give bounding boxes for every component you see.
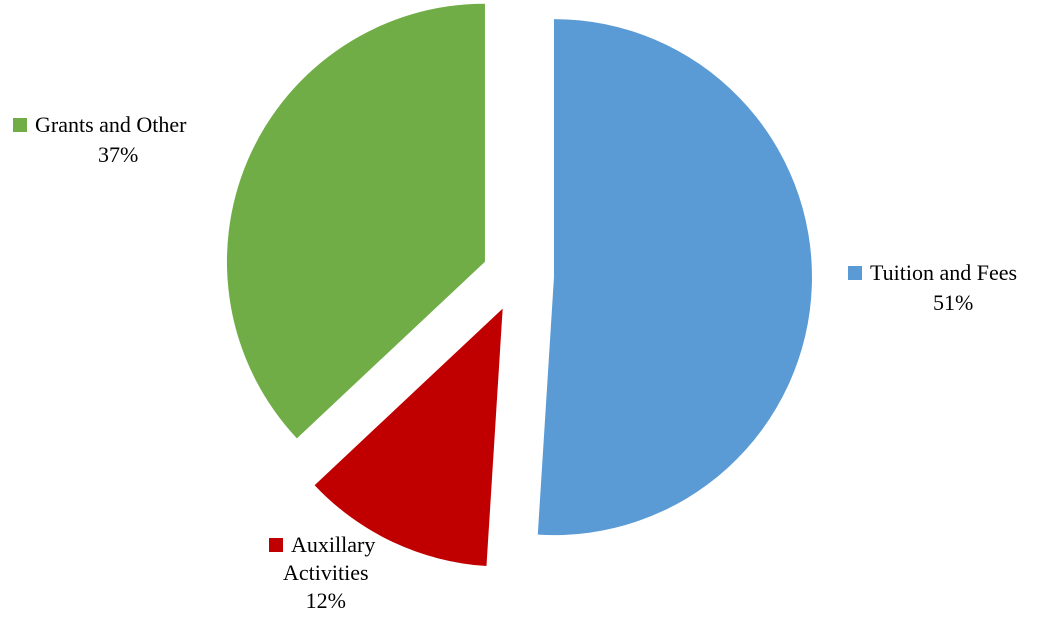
legend-marker-tuition-and-fees [848, 266, 862, 280]
slice-label-grants-and-other: Grants and Other 37% [13, 112, 187, 167]
pie-slice-tuition-and-fees [537, 19, 812, 536]
legend-marker-auxillary-activities [269, 538, 283, 552]
pie-slice-grants-and-other [226, 3, 485, 439]
slice-category-tuition-and-fees: Tuition and Fees [870, 260, 1017, 285]
pie-slice-auxillary-activities [314, 308, 503, 567]
slice-value-tuition-and-fees: 51% [933, 290, 973, 315]
slice-label-tuition-and-fees: Tuition and Fees 51% [848, 260, 1017, 315]
slice-labels: Tuition and Fees 51% Auxillary Activities 12… [13, 112, 1017, 613]
slice-value-auxillary-activities: 12% [306, 588, 346, 613]
slice-category-auxillary-activities: Activities [283, 560, 369, 585]
legend-marker-grants-and-other [13, 118, 27, 132]
slice-label-auxillary-activities: Auxillary Activities 12% [269, 532, 375, 613]
slice-category-auxillary-activities: Auxillary [291, 532, 375, 557]
slice-category-grants-and-other: Grants and Other [35, 112, 187, 137]
pie-slices [226, 3, 812, 567]
slice-value-grants-and-other: 37% [98, 142, 138, 167]
